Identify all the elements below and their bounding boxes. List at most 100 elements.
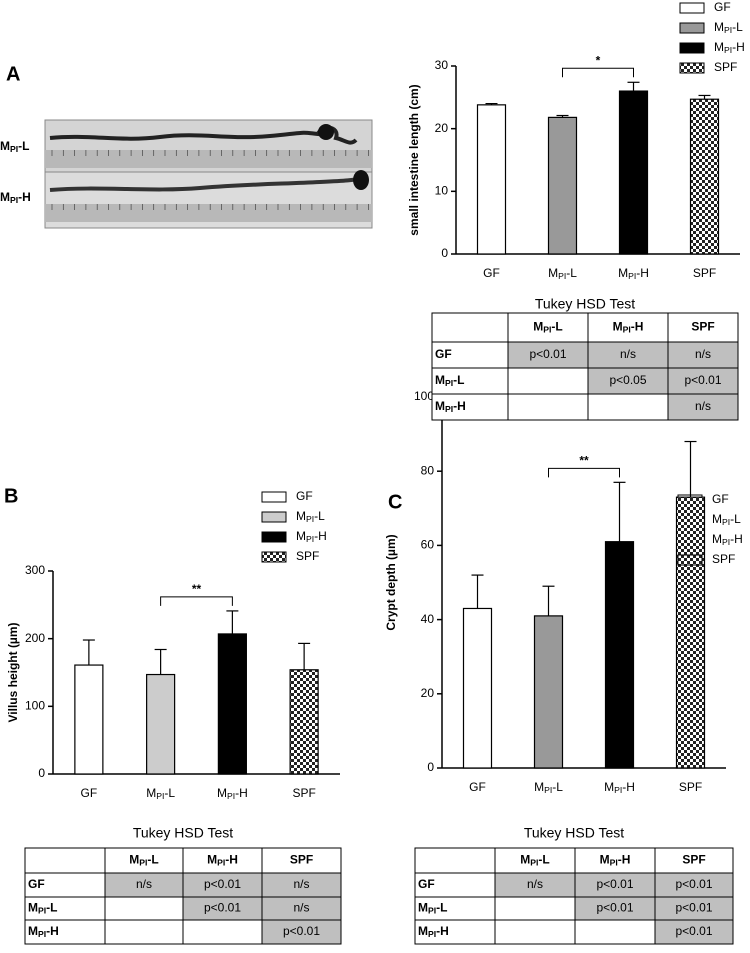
table-cell (104, 896, 184, 921)
table-cell (494, 919, 576, 945)
table-cell (654, 872, 734, 898)
table-cell (587, 341, 669, 369)
y-tick-label: 80 (421, 463, 435, 477)
table-cell (414, 919, 496, 945)
table-value: p<0.01 (675, 877, 712, 891)
legend-label: GF (296, 489, 313, 503)
legend-label: SPF (296, 549, 319, 563)
legend-label: MPI-H (714, 40, 745, 55)
table-header: GF (418, 877, 435, 891)
table-value: p<0.01 (684, 373, 721, 387)
table-value: p<0.01 (283, 924, 320, 938)
legend-swatch (679, 22, 705, 34)
table-header: MPI-H (418, 924, 449, 939)
table-title: Tukey HSD Test (133, 825, 233, 841)
table-cell (507, 393, 589, 421)
panel-label: C (388, 491, 402, 513)
legend-label: MPI-H (296, 529, 327, 544)
y-axis-label: Crypt depth (µm) (384, 534, 398, 630)
bar (675, 496, 706, 769)
table-value: p<0.01 (204, 877, 241, 891)
bar (74, 664, 104, 775)
table-cell (574, 872, 656, 898)
table-cell (587, 367, 669, 395)
table-header: GF (435, 347, 452, 361)
table-value: n/s (293, 901, 309, 915)
table-cell (261, 847, 342, 874)
x-tick-label: GF (81, 786, 98, 800)
table-value: n/s (136, 877, 152, 891)
bar (217, 633, 247, 775)
x-tick-label: SPF (693, 266, 716, 280)
table-value: n/s (620, 347, 636, 361)
x-tick-label: MPI-H (217, 786, 248, 801)
table-cell (667, 393, 739, 421)
table-cell (104, 919, 184, 945)
legend-swatch (679, 42, 705, 54)
table-value: p<0.01 (204, 901, 241, 915)
table-cell (654, 847, 734, 874)
table-value: p<0.01 (675, 924, 712, 938)
photo-label: MPI-L (0, 139, 29, 154)
table-header: MPI-H (600, 853, 631, 868)
table-cell (494, 847, 576, 874)
bar (689, 98, 720, 255)
y-tick-label: 0 (427, 760, 434, 774)
table-cell (431, 312, 509, 343)
y-tick-label: 0 (38, 766, 45, 780)
table-value: n/s (695, 399, 711, 413)
significance-bracket (562, 67, 634, 78)
table-header: MPI-L (520, 853, 549, 868)
y-tick-label: 40 (421, 612, 435, 626)
legend-label: MPI-H (712, 532, 743, 547)
significance-bracket (160, 596, 233, 606)
table-header: MPI-L (435, 373, 464, 388)
bar (289, 669, 319, 775)
y-tick-label: 300 (25, 563, 45, 577)
legend-label: GF (714, 0, 731, 14)
legend-label: MPI-L (712, 512, 741, 527)
table-value: n/s (695, 347, 711, 361)
table-cell (587, 393, 669, 421)
table-header: SPF (691, 320, 714, 334)
table-header: GF (28, 877, 45, 891)
table-cell (667, 367, 739, 395)
legend-swatch (677, 554, 703, 566)
y-tick-label: 30 (435, 58, 449, 72)
table-header: MPI-L (129, 853, 158, 868)
table-header: MPI-H (435, 399, 466, 414)
legend-label: MPI-L (296, 509, 325, 524)
x-tick-label: SPF (292, 786, 315, 800)
bar (476, 104, 507, 255)
x-tick-label: GF (469, 780, 486, 794)
bar (533, 615, 564, 769)
table-cell (104, 872, 184, 898)
table-value: n/s (527, 877, 543, 891)
y-tick-label: 60 (421, 538, 435, 552)
y-tick-label: 200 (25, 631, 45, 645)
table-cell (414, 872, 496, 898)
table-header: MPI-L (28, 901, 57, 916)
legend-swatch (261, 511, 287, 523)
legend-swatch (679, 62, 705, 74)
x-tick-label: MPI-H (604, 780, 635, 795)
table-header: MPI-L (533, 320, 562, 335)
y-tick-label: 0 (441, 246, 448, 260)
table-cell (261, 872, 342, 898)
x-tick-label: MPI-L (534, 780, 563, 795)
table-cell (574, 919, 656, 945)
x-tick-label: MPI-L (548, 266, 577, 281)
y-axis-label: small intestine length (cm) (407, 84, 421, 235)
legend-swatch (261, 491, 287, 503)
legend-swatch (261, 531, 287, 543)
table-cell (182, 919, 263, 945)
table-header: SPF (682, 853, 705, 867)
bar (462, 607, 493, 769)
significance-label: ** (579, 454, 589, 468)
photo-label: MPI-H (0, 190, 31, 205)
table-title: Tukey HSD Test (524, 825, 624, 841)
table-header: SPF (290, 853, 313, 867)
y-tick-label: 20 (421, 686, 435, 700)
table-value: n/s (293, 877, 309, 891)
